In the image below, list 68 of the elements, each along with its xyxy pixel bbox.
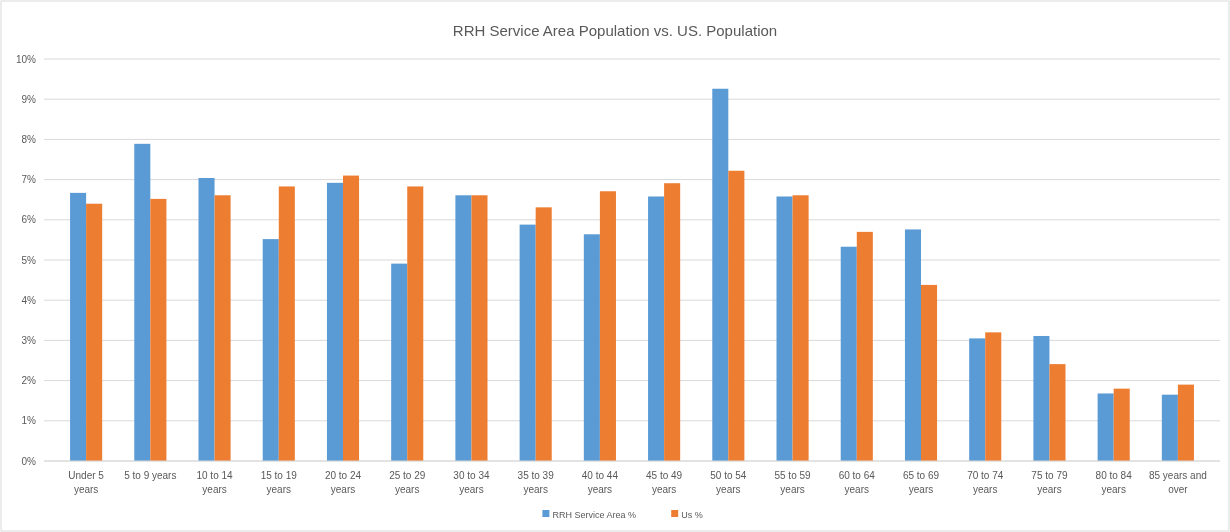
bar xyxy=(455,195,472,461)
x-tick-label: 70 to 74 years xyxy=(967,470,1004,495)
y-tick-label: 7% xyxy=(21,174,37,186)
x-tick-label: 50 to 54 years xyxy=(710,470,747,495)
y-tick-label: 6% xyxy=(21,214,37,226)
y-tick-label: 0% xyxy=(21,455,37,467)
bar xyxy=(262,239,279,461)
y-tick-label: 4% xyxy=(21,294,37,306)
bar xyxy=(985,332,1002,461)
bar xyxy=(150,198,167,461)
bar xyxy=(86,203,103,461)
x-tick-label: 35 to 39 years xyxy=(517,470,555,495)
bar xyxy=(904,229,921,461)
bar xyxy=(969,338,986,461)
bar xyxy=(1177,384,1194,461)
bar xyxy=(648,196,665,461)
bar xyxy=(921,284,938,461)
x-tick-label: 55 to 59 years xyxy=(774,470,812,495)
x-tick-label: 75 to 79 years xyxy=(1031,470,1068,495)
x-tick-label: 85 years and over xyxy=(1148,470,1207,495)
y-tick-label: 3% xyxy=(21,334,37,346)
bar xyxy=(1033,335,1050,461)
x-tick-label: Under 5 years xyxy=(68,470,105,495)
x-tick-label: 10 to 14 years xyxy=(196,470,234,495)
bar xyxy=(1113,388,1130,461)
x-tick-label: 40 to 44 years xyxy=(581,470,619,495)
chart-title: RRH Service Area Population vs. US. Population xyxy=(452,22,778,39)
bar xyxy=(70,192,87,461)
legend-label: RRH Service Area % xyxy=(552,510,636,520)
bar xyxy=(599,191,616,461)
y-tick-label: 5% xyxy=(21,254,37,266)
bar xyxy=(583,234,600,461)
y-tick-label: 10% xyxy=(15,53,37,65)
bar xyxy=(792,195,809,461)
bar xyxy=(343,175,360,461)
bar xyxy=(535,207,552,461)
x-tick-label: 25 to 29 years xyxy=(389,470,426,495)
y-tick-label: 2% xyxy=(21,375,37,387)
y-tick-label: 8% xyxy=(21,133,37,145)
bar xyxy=(519,224,536,461)
bar xyxy=(840,246,857,461)
x-tick-label: 20 to 24 years xyxy=(324,470,362,495)
x-tick-label: 5 to 9 years xyxy=(124,470,177,481)
y-tick-label: 1% xyxy=(21,415,37,427)
bar xyxy=(728,170,745,461)
bar xyxy=(198,177,215,461)
x-tick-label: 60 to 64 years xyxy=(838,470,876,495)
bar xyxy=(1097,393,1114,461)
bar xyxy=(407,186,424,461)
bar xyxy=(712,88,729,461)
x-tick-label: 30 to 34 years xyxy=(453,470,490,495)
bar xyxy=(664,183,681,461)
x-tick-label: 15 to 19 years xyxy=(260,470,298,495)
bar xyxy=(1161,394,1178,461)
bar xyxy=(856,231,873,461)
bar xyxy=(776,196,793,461)
bar xyxy=(391,263,408,461)
bar xyxy=(1049,364,1066,461)
bar xyxy=(214,195,231,461)
x-tick-label: 80 to 84 years xyxy=(1095,470,1133,495)
legend-label: Us % xyxy=(681,510,703,520)
bar xyxy=(326,182,343,461)
bar xyxy=(134,143,151,461)
bar xyxy=(278,186,295,461)
bar xyxy=(471,195,488,461)
x-tick-label: 45 to 49 years xyxy=(646,470,683,495)
y-tick-label: 9% xyxy=(21,93,37,105)
x-tick-label: 65 to 69 years xyxy=(902,470,940,495)
